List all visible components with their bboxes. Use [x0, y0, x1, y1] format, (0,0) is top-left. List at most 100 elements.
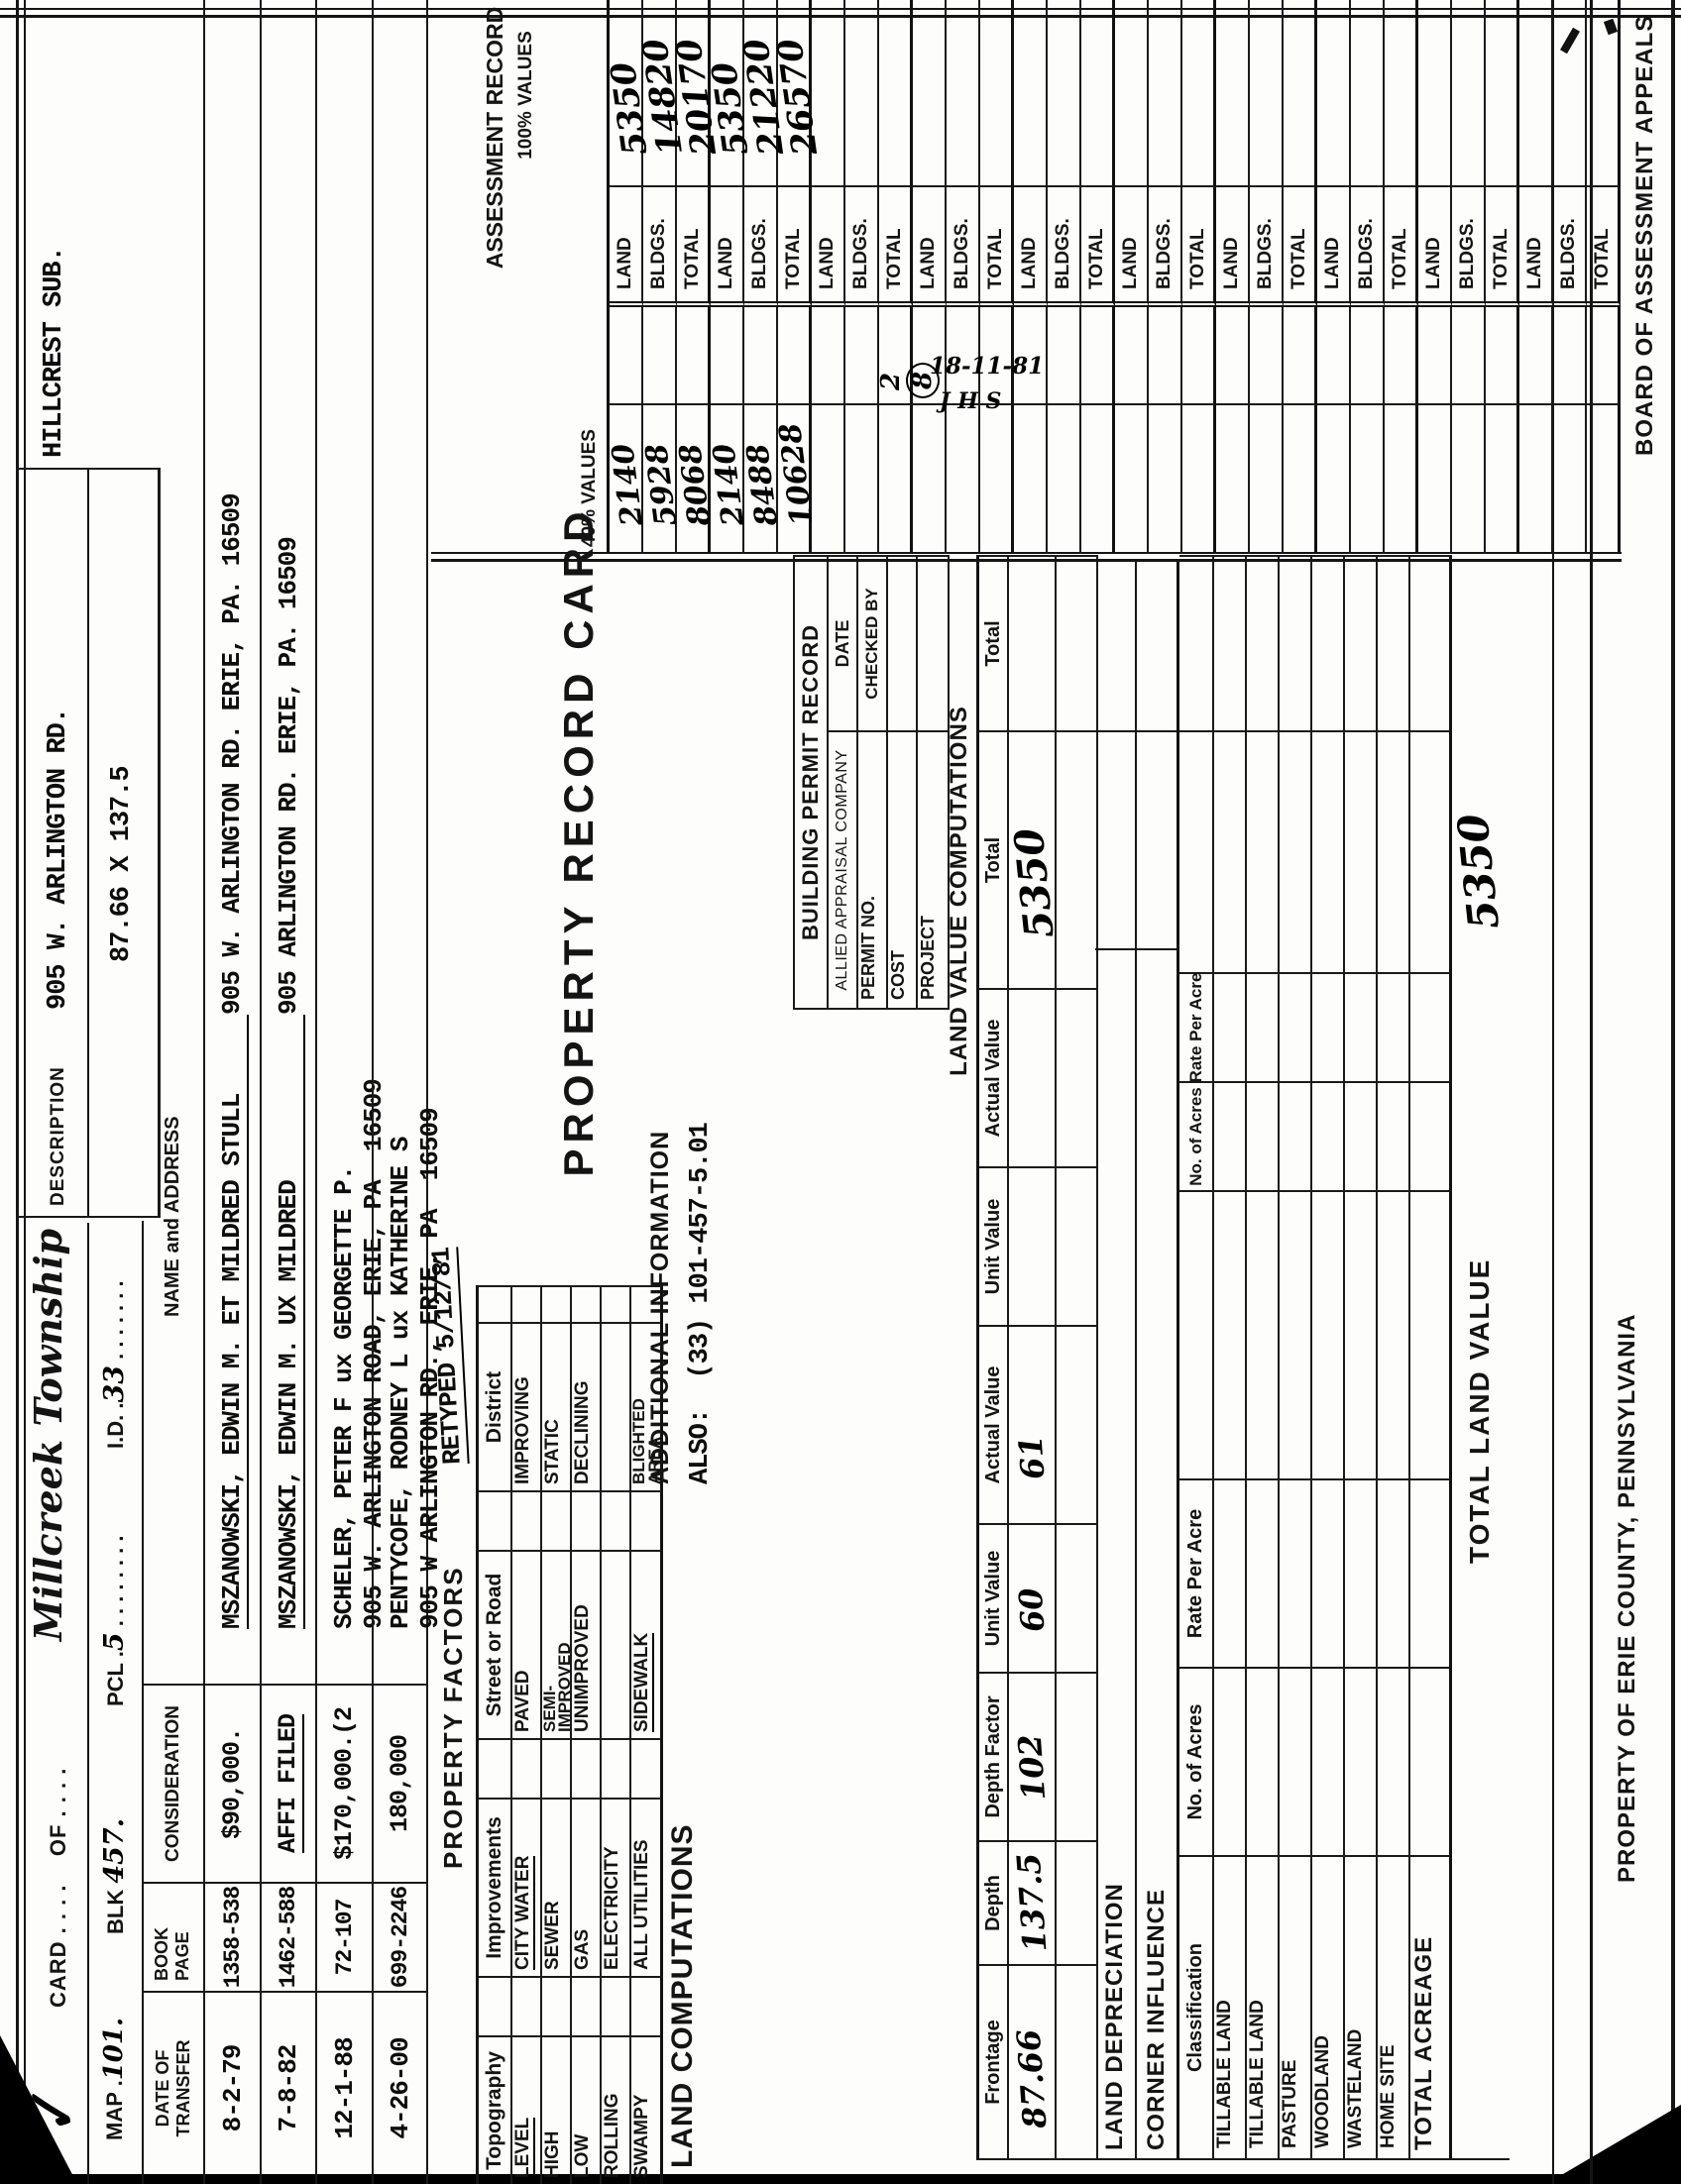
factors-check-cell: [512, 1976, 542, 2035]
assessment-100-value-cell: [980, 0, 1014, 187]
appraisal-company-cell: ALLIED APPRAISAL COMPANY: [829, 730, 858, 1008]
factors-check-cell: [572, 1738, 602, 1798]
classification-cell: [1378, 1478, 1410, 1667]
lvc-header: Frontage: [981, 2020, 1004, 2105]
transfer-date: 4-26-00: [385, 2037, 415, 2139]
assessment-date-cell: [1284, 307, 1317, 405]
transfer-consideration-cell: 180,000: [372, 1684, 428, 1882]
blk-label: BLK: [103, 1889, 128, 1934]
classification-cell: [1214, 1667, 1247, 1855]
classification-header-cell: [1179, 1190, 1214, 1478]
assessment-row-label-cell: BLDGS.: [845, 187, 879, 307]
assessment-row-label-cell: TOTAL: [980, 187, 1014, 307]
assessment-row-label-cell: BLDGS.: [1250, 187, 1284, 307]
permit-cost-cell: COST: [888, 730, 918, 1008]
factors-item-cell: PAVED: [512, 1550, 542, 1738]
assessment-row-label: BLDGS.: [1457, 218, 1478, 289]
map-number: MAP .101.: [99, 2018, 129, 2140]
factors-item-cell: SEMI- IMPROVED: [540, 1550, 574, 1738]
transfer-header-date: DATE OF TRANSFER: [144, 1991, 203, 2184]
classification-header: No. of Acres: [1184, 1703, 1206, 1820]
id-label: I.D. .: [103, 1402, 128, 1449]
transfer-header-name: NAME and ADDRESS: [144, 470, 203, 1684]
transfer-consideration: $90,000.: [218, 1727, 247, 1840]
assessment-date-cell: [845, 307, 879, 405]
classification-header-cell: No. of Acres: [1179, 1081, 1214, 1190]
factors-item-cell: ELECTRICITY: [602, 1798, 631, 1976]
classification-header-cell: Rate Per Acre: [1179, 1478, 1214, 1667]
assessment-row-label-cell: LAND: [610, 187, 643, 307]
factors-check-cell: [479, 1287, 512, 1322]
classification-cell: [1345, 1190, 1378, 1478]
permit-date-header-cell: DATE: [829, 557, 858, 730]
assessment-100-value-cell: [1385, 0, 1418, 187]
factors-check-cell: [512, 1738, 542, 1798]
classification-cell: [1378, 730, 1410, 972]
factors-item: GAS: [572, 1928, 593, 1970]
assessment-date-cell: [812, 307, 845, 405]
factors-item: SEMI- IMPROVED: [540, 1642, 574, 1732]
classification-cell: [1247, 1478, 1280, 1667]
assessment-row-label-cell: LAND: [812, 187, 845, 307]
lvc-header-cell: Actual Value: [979, 988, 1009, 1166]
factors-item-cell: GAS: [572, 1798, 602, 1976]
factors-check-cell: [542, 1976, 572, 2035]
classification-cell: [1280, 557, 1312, 730]
assessment-row-label: BLDGS.: [850, 218, 871, 289]
assessment-date-cell: [1182, 307, 1216, 405]
factors-item-cell: LOW: [572, 2035, 602, 2184]
assessment-40-value-cell: [1182, 405, 1216, 554]
factors-item-cell: ROLLING: [602, 2035, 631, 2184]
assessment-row-label: BLDGS.: [749, 218, 770, 289]
assessment-row-label-cell: BLDGS.: [1452, 187, 1486, 307]
classification-cell: [1214, 1190, 1247, 1478]
lvc-empty-cell: [1057, 730, 1098, 988]
classification-cell: [1410, 972, 1452, 1081]
classification-cell: [1345, 1667, 1378, 1855]
factors-item-cell: SIDEWALK: [631, 1550, 663, 1738]
assessment-date-cell: [744, 307, 778, 405]
assessment-40-value-cell: [879, 405, 913, 554]
transfer-consideration-cell: $90,000.: [203, 1684, 260, 1882]
assessment-40-value-cell: [1587, 405, 1621, 554]
factors-table: Topography Improvements Street or Road D…: [479, 1285, 664, 2184]
transfer-header-consideration: CONSIDERATION: [144, 1684, 203, 1882]
transfer-date: 12-1-88: [329, 2037, 360, 2139]
assessment-100-value-cell: [1014, 0, 1048, 187]
total-land-value-row: TOTAL LAND VALUE 5350: [1448, 559, 1510, 2160]
factors-header-topography: Topography: [479, 2035, 512, 2184]
factors-check-cell: [479, 1738, 512, 1798]
classification-cell: [1345, 1081, 1378, 1190]
transfer-book-cell: 1358-538: [203, 1882, 260, 1991]
assessment-row-label: BLDGS.: [1154, 218, 1175, 289]
assessment-row-label-cell: TOTAL: [1587, 187, 1621, 307]
lvc-depth-factor-value: 102: [1010, 1732, 1054, 1802]
assessment-40-value-cell: 5928: [639, 405, 684, 554]
assessment-rows: 2140 LAND 5350 5928 BLDGS. 14820 8068 TOTAL 2017…: [604, 0, 1621, 554]
factors-item-cell: ALL UTILITIES: [631, 1798, 663, 1976]
transfer-name: MSZANOWSKI, EDWIN M. UX MILDRED: [274, 1015, 305, 1629]
transfer-name-cell: MSZANOWSKI, EDWIN M. UX MILDRED905 ARLIN…: [260, 470, 315, 1684]
assessment-row-label-cell: TOTAL: [1385, 187, 1418, 307]
assessment-40-value-cell: [1452, 405, 1486, 554]
assessment-date-cell: [1317, 307, 1351, 405]
lvc-table: Frontage Depth Depth Factor Unit Value A…: [976, 555, 1098, 2160]
factors-item-cell: STATIC: [542, 1322, 572, 1490]
transfer-book-cell: 1462-588: [260, 1882, 315, 1991]
lvc-header-cell: Total: [979, 557, 1009, 730]
lvc-header-cell: Actual Value: [979, 1325, 1009, 1523]
assessment-40-value-cell: [947, 405, 980, 554]
classification-row-label: HOME SITE: [1378, 2044, 1399, 2148]
transfer-name-cell: SCHELER, PETER F ux GEORGETTE P.905 W. A…: [315, 470, 389, 1684]
assessment-date-cell: [677, 307, 711, 405]
assessment-row-label-cell: LAND: [1216, 187, 1250, 307]
assessment-100-value-cell: [1553, 0, 1587, 187]
lvc-header-cell: Depth Factor: [979, 1672, 1009, 1840]
assessment-100-value-cell: [1115, 0, 1149, 187]
assessment-row-label: TOTAL: [682, 228, 703, 289]
assessment-row-label-cell: LAND: [1418, 187, 1452, 307]
classification-cell: [1247, 1081, 1280, 1190]
assessment-40-value-cell: [845, 405, 879, 554]
assessment-40-value-cell: [1216, 405, 1250, 554]
assessment-100-value-cell: [845, 0, 879, 187]
